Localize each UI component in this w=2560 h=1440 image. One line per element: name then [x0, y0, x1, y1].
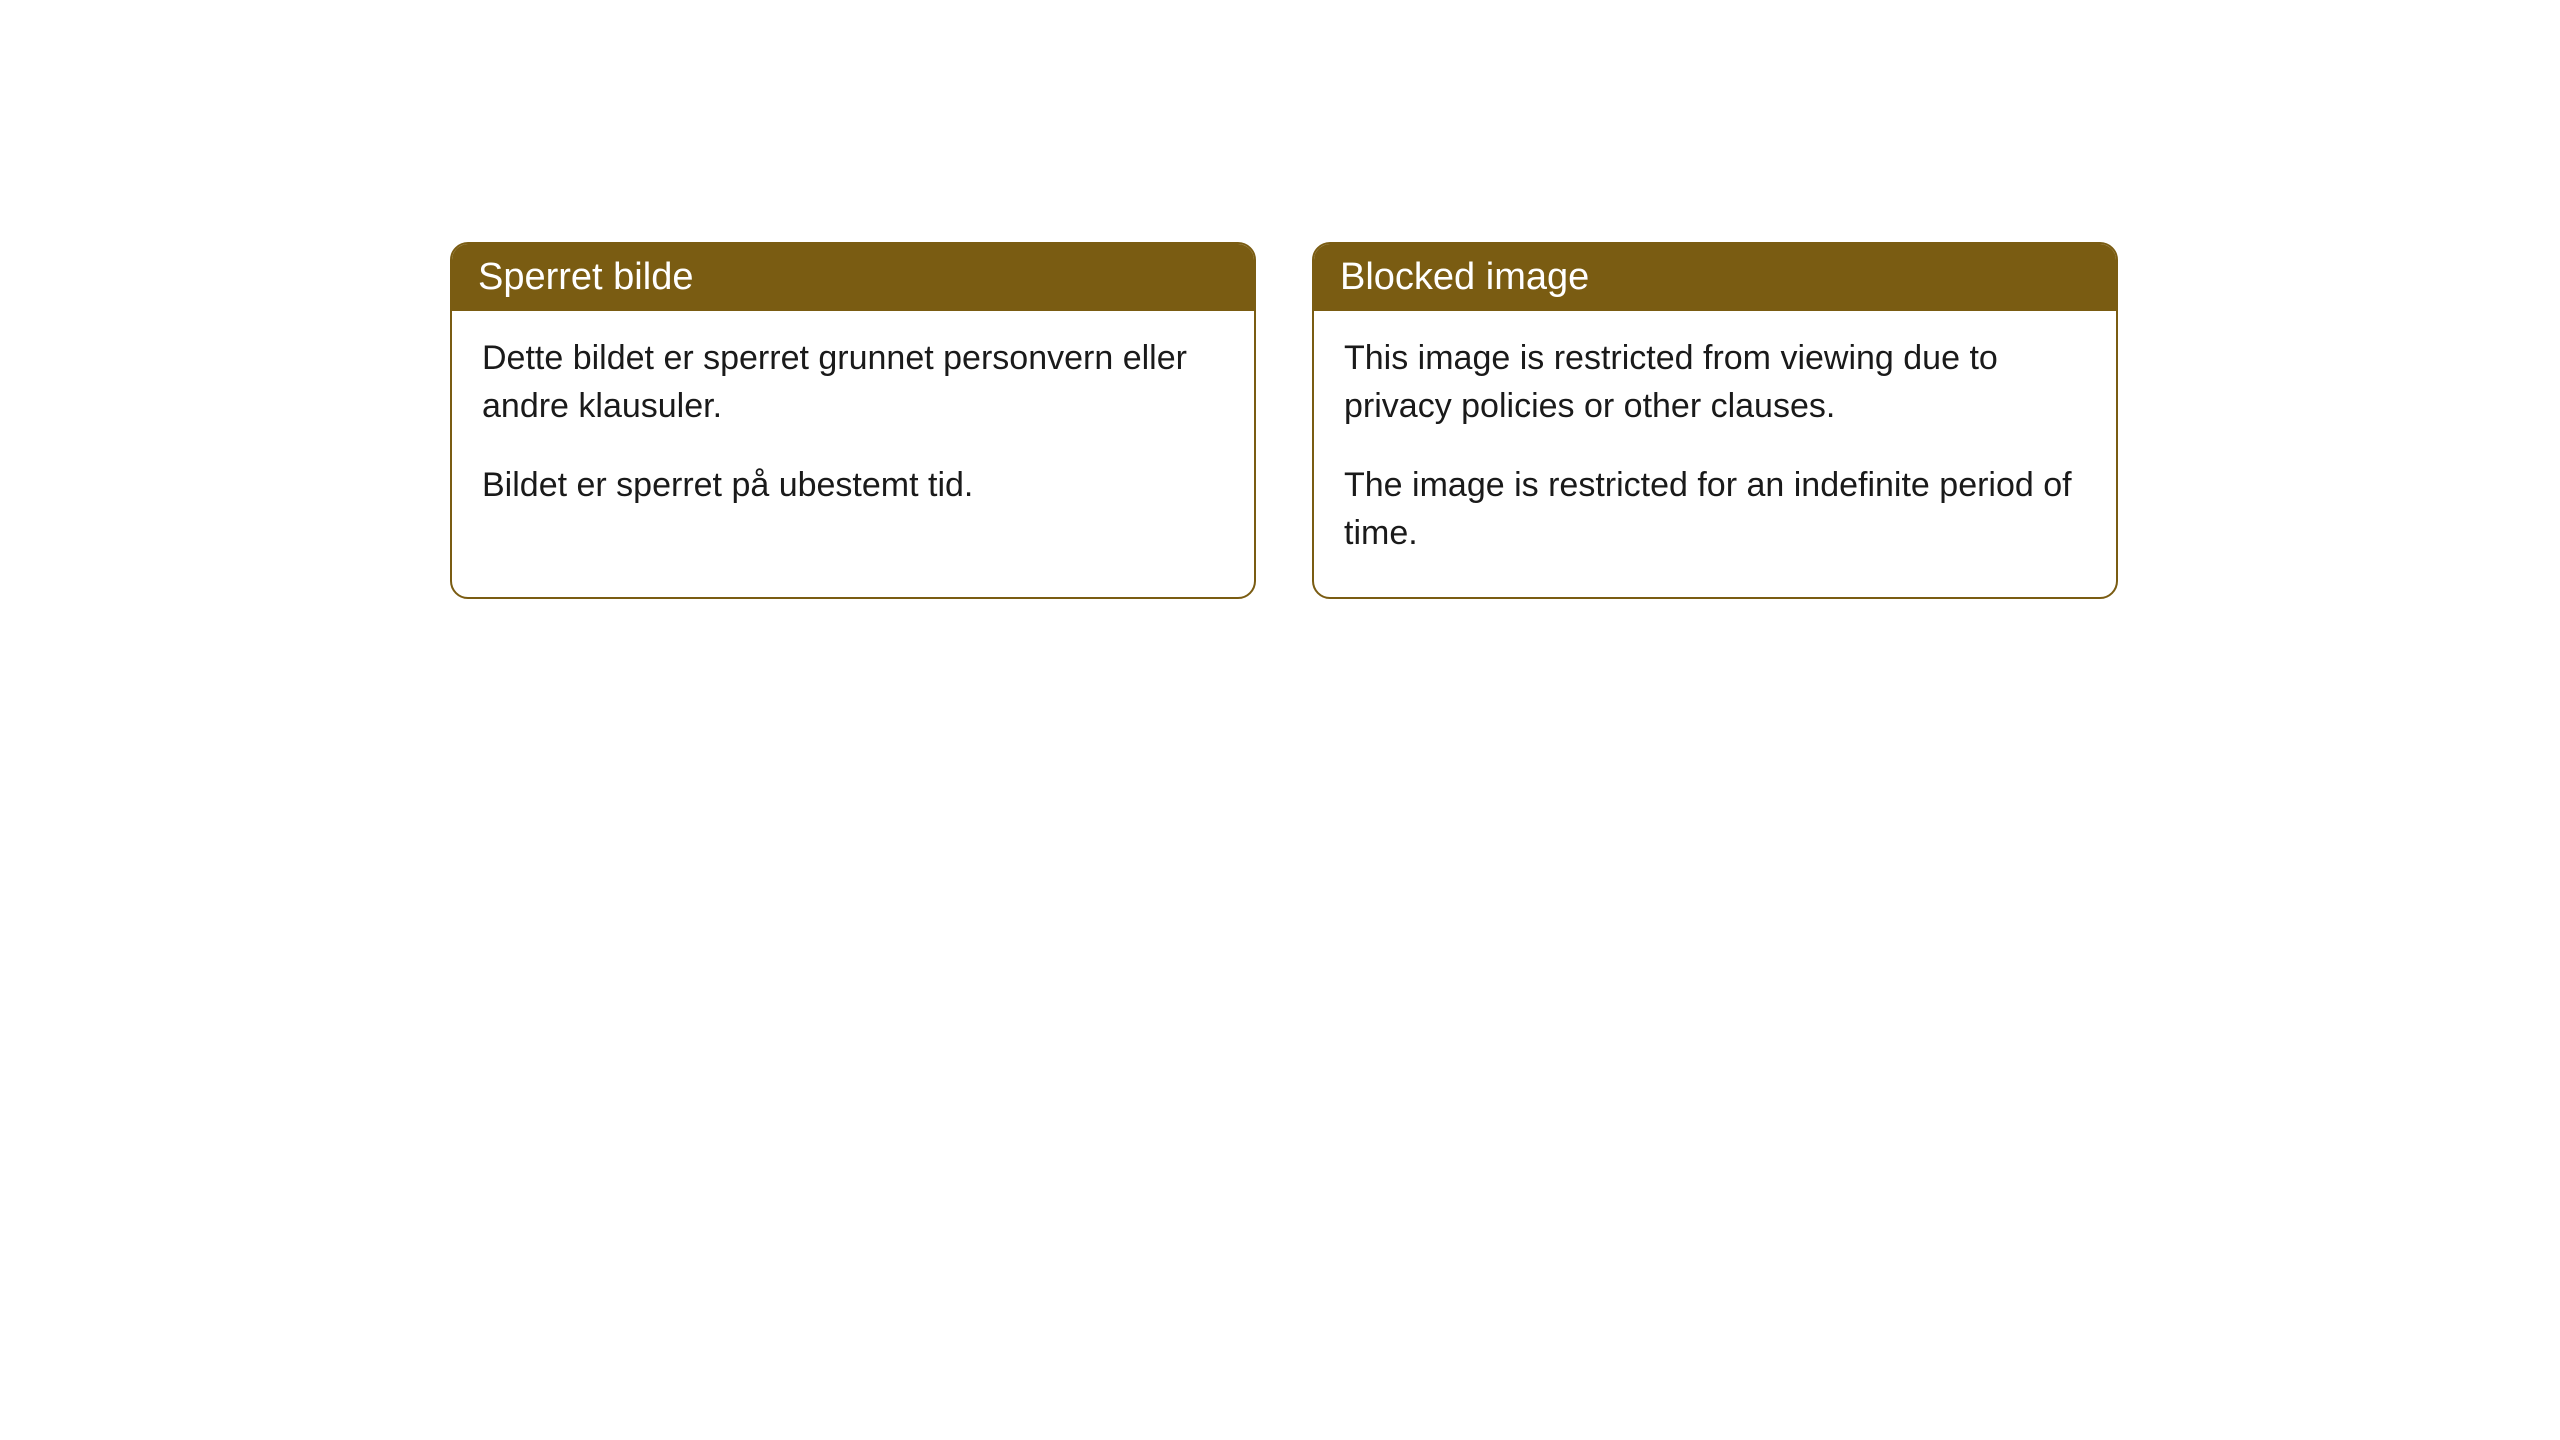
card-body: Dette bildet er sperret grunnet personve… [452, 311, 1254, 550]
card-header: Sperret bilde [452, 244, 1254, 311]
card-body: This image is restricted from viewing du… [1314, 311, 2116, 597]
card-paragraph: Bildet er sperret på ubestemt tid. [482, 462, 1224, 510]
cards-container: Sperret bilde Dette bildet er sperret gr… [0, 0, 2560, 599]
card-header: Blocked image [1314, 244, 2116, 311]
card-paragraph: The image is restricted for an indefinit… [1344, 462, 2086, 557]
card-title: Sperret bilde [478, 256, 693, 298]
card-title: Blocked image [1340, 256, 1589, 298]
blocked-image-card-english: Blocked image This image is restricted f… [1312, 242, 2118, 599]
card-paragraph: Dette bildet er sperret grunnet personve… [482, 335, 1224, 430]
card-paragraph: This image is restricted from viewing du… [1344, 335, 2086, 430]
blocked-image-card-norwegian: Sperret bilde Dette bildet er sperret gr… [450, 242, 1256, 599]
